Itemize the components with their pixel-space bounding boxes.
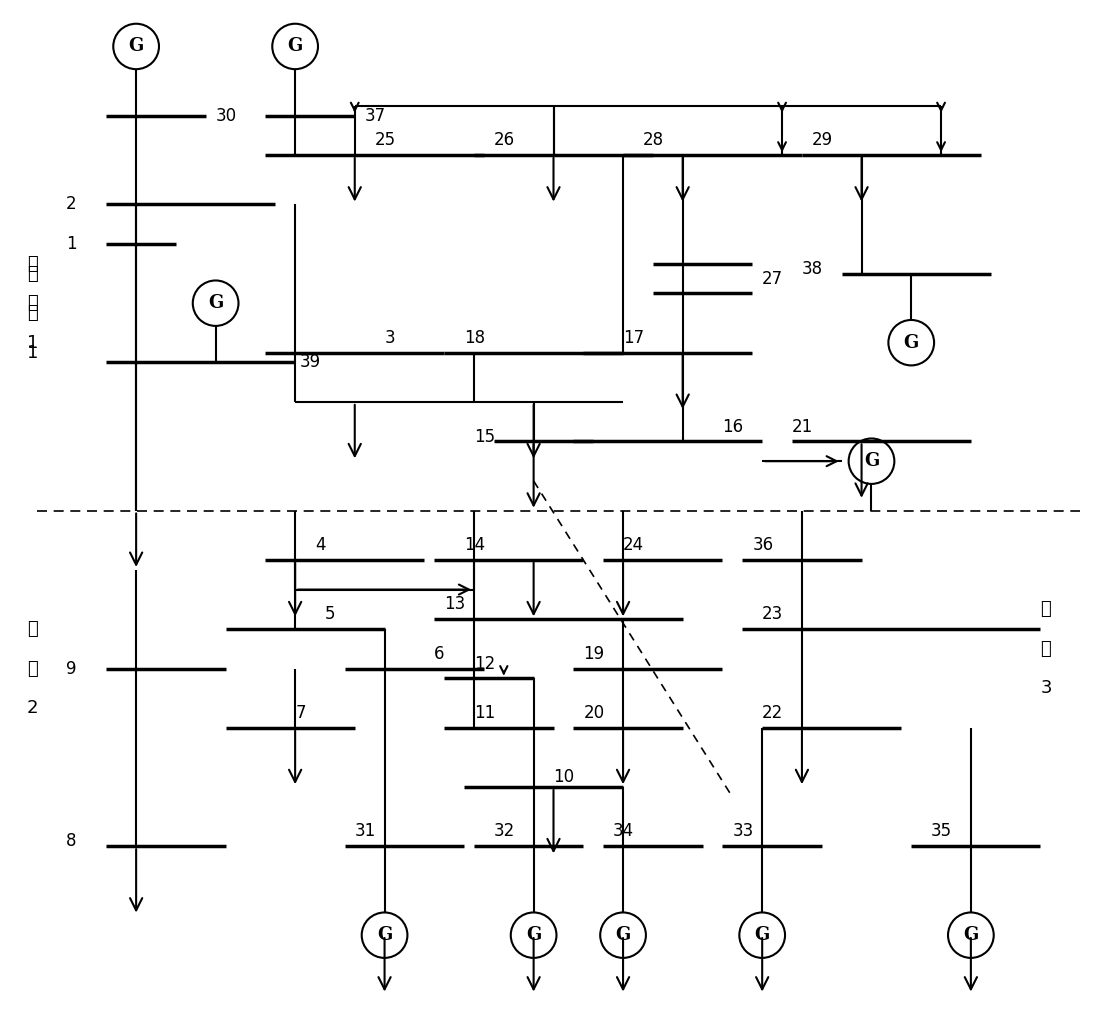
Text: 21: 21 xyxy=(792,418,814,436)
Text: G: G xyxy=(903,334,919,352)
Text: 28: 28 xyxy=(643,131,664,149)
Text: G: G xyxy=(963,926,979,944)
Text: G: G xyxy=(526,926,541,944)
Text: 20: 20 xyxy=(583,704,604,722)
Text: 36: 36 xyxy=(753,536,774,554)
Text: 33: 33 xyxy=(733,823,754,840)
Text: 39: 39 xyxy=(300,354,321,371)
Text: 3: 3 xyxy=(1041,679,1052,697)
Text: 域: 域 xyxy=(1041,640,1052,658)
Text: 区: 区 xyxy=(1041,600,1052,619)
Text: 4: 4 xyxy=(315,536,325,554)
Text: 7: 7 xyxy=(296,704,306,722)
Text: 1: 1 xyxy=(27,343,39,362)
Text: 5: 5 xyxy=(325,605,335,624)
Text: G: G xyxy=(863,453,879,470)
Text: 14: 14 xyxy=(464,536,485,554)
Text: 6: 6 xyxy=(434,644,445,663)
Text: G: G xyxy=(755,926,769,944)
Text: 11: 11 xyxy=(474,704,495,722)
Text: 29: 29 xyxy=(811,131,832,149)
Text: 38: 38 xyxy=(801,260,824,277)
Text: 35: 35 xyxy=(931,823,952,840)
Text: 13: 13 xyxy=(444,595,465,613)
Text: 18: 18 xyxy=(464,329,485,346)
Text: 区: 区 xyxy=(27,265,38,282)
Text: 12: 12 xyxy=(474,655,495,672)
Text: G: G xyxy=(288,37,302,56)
Text: 31: 31 xyxy=(354,823,376,840)
Text: G: G xyxy=(128,37,144,56)
Text: 区: 区 xyxy=(27,255,38,272)
Text: 2: 2 xyxy=(66,196,76,213)
Text: 域: 域 xyxy=(27,660,38,677)
Text: 37: 37 xyxy=(364,106,386,125)
Text: 17: 17 xyxy=(623,329,644,346)
Text: 24: 24 xyxy=(623,536,644,554)
Text: 2: 2 xyxy=(27,699,39,717)
Text: G: G xyxy=(208,294,224,312)
Text: 10: 10 xyxy=(554,768,575,787)
Text: 27: 27 xyxy=(763,269,784,288)
Text: 34: 34 xyxy=(613,823,634,840)
Text: 15: 15 xyxy=(474,428,495,445)
Text: 3: 3 xyxy=(384,329,395,346)
Text: 1: 1 xyxy=(27,334,39,352)
Text: 区: 区 xyxy=(27,620,38,638)
Text: 19: 19 xyxy=(583,644,604,663)
Text: 25: 25 xyxy=(374,131,395,149)
Text: 9: 9 xyxy=(66,660,76,677)
Text: 32: 32 xyxy=(494,823,515,840)
Text: 30: 30 xyxy=(216,106,237,125)
Text: 23: 23 xyxy=(763,605,784,624)
Text: 16: 16 xyxy=(723,418,744,436)
Text: 8: 8 xyxy=(66,832,76,851)
Text: 26: 26 xyxy=(494,131,515,149)
Text: 1: 1 xyxy=(66,235,76,253)
Text: G: G xyxy=(615,926,631,944)
Text: 22: 22 xyxy=(763,704,784,722)
Text: G: G xyxy=(377,926,392,944)
Text: 域: 域 xyxy=(27,304,38,322)
Text: 域: 域 xyxy=(27,294,38,312)
